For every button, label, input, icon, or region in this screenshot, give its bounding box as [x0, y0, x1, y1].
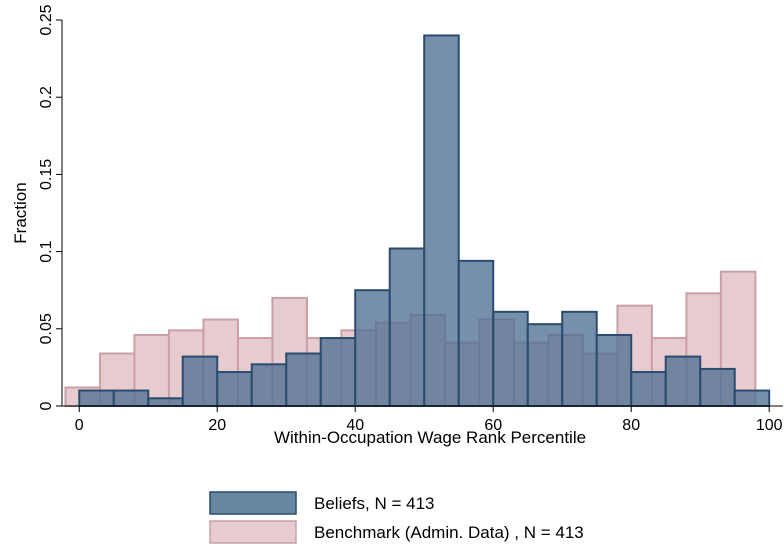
beliefs-bar — [388, 247, 426, 407]
y-tick-label: 0.25 — [38, 4, 55, 35]
axes: 0 20 40 60 80 100 0 0.05 0.1 0.15 0.2 0.25 — [38, 4, 783, 434]
beliefs-bar — [699, 367, 736, 408]
beliefs-bar — [147, 397, 184, 407]
x-tick-label: 40 — [346, 417, 364, 434]
beliefs-bar — [250, 363, 288, 407]
x-tick-label: 60 — [484, 417, 502, 434]
beliefs-bar — [664, 355, 702, 407]
y-tick-label: 0.2 — [38, 86, 55, 108]
x-tick-label: 100 — [756, 417, 783, 434]
x-axis-title: Within-Occupation Wage Rank Percentile — [274, 428, 586, 447]
beliefs-bar — [319, 337, 357, 407]
y-tick-label: 0.05 — [38, 313, 55, 344]
y-tick-label: 0 — [38, 401, 55, 410]
beliefs-bar — [285, 352, 322, 407]
beliefs-bar — [492, 310, 529, 408]
legend-swatch — [209, 491, 297, 515]
y-tick-label: 0.15 — [38, 159, 55, 190]
beliefs-bar — [216, 371, 253, 407]
x-tick-label: 20 — [208, 417, 226, 434]
legend: Beliefs, N = 413 Benchmark (Admin. Data) … — [209, 491, 584, 544]
y-tick-label: 0.1 — [38, 240, 55, 262]
beliefs-bar — [112, 389, 150, 407]
beliefs-bar — [354, 289, 391, 408]
legend-label: Benchmark (Admin. Data) , N = 413 — [314, 523, 584, 542]
beliefs-bar — [595, 333, 633, 408]
beliefs-bar — [181, 355, 219, 407]
x-tick-label: 0 — [75, 417, 84, 434]
beliefs-bar — [457, 259, 495, 407]
x-tick-label: 80 — [622, 417, 640, 434]
beliefs-bar — [630, 371, 667, 407]
beliefs-bar — [561, 310, 598, 408]
beliefs-series — [78, 34, 771, 408]
beliefs-bar — [733, 389, 771, 407]
y-axis-title: Fraction — [11, 182, 30, 243]
legend-label: Beliefs, N = 413 — [314, 494, 435, 513]
beliefs-bar — [526, 323, 564, 408]
legend-swatch — [209, 520, 297, 544]
beliefs-bar — [78, 389, 115, 407]
beliefs-bar — [423, 34, 460, 407]
